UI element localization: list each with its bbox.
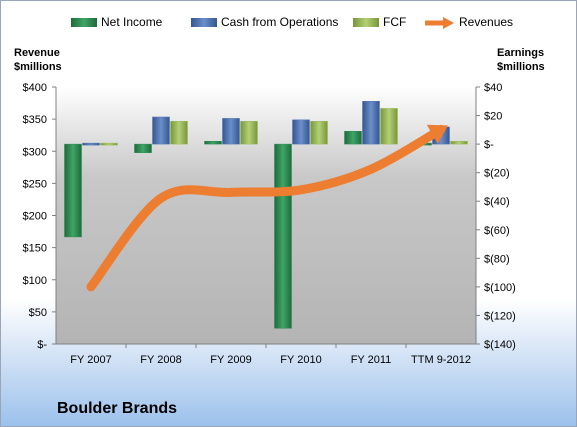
x-tick-label: FY 2011 [351,354,392,366]
left-tick-label: $150 [23,243,47,255]
chart-plot: $- $50 $100 $150 $200 $250 $300 $350 $400 $(140) $… [23,82,516,366]
plot-area [56,87,476,344]
right-axis-title: Earnings $millions [497,46,545,74]
legend-arrow-revenues-icon [423,16,454,29]
revenues-point [440,128,442,130]
fcf-bar [100,142,118,146]
cash-from-operations-bar [362,101,380,145]
net-income-bar [204,141,222,145]
x-tick-label: FY 2008 [140,354,181,366]
right-axis-title-line1: Earnings [497,47,545,59]
right-tick-label: $- [484,139,494,151]
legend-label-fcf: FCF [383,15,407,29]
left-tick-label: $400 [23,82,47,94]
fcf-bar [240,121,258,145]
fcf-bar [380,108,398,145]
legend-item-revenues: Revenues [423,15,514,29]
legend-label-cash-from-operations: Cash from Operations [221,15,339,29]
revenues-point [230,191,232,193]
right-axis-title-line2: $millions [497,61,545,73]
left-tick-label: $100 [23,275,47,287]
x-tick-label: FY 2010 [280,354,321,366]
legend-item-net-income: Net Income [71,15,162,29]
legend-swatch-cash-from-operations [191,18,217,28]
revenues-line [86,124,446,292]
cash-from-operations-bar [82,142,100,146]
x-tick-label: FY 2007 [70,354,111,366]
legend-swatch-fcf [353,18,379,28]
left-axis-title: Revenue $millions [14,46,62,74]
revenues-point [90,286,92,288]
revenues-arrowhead [426,124,448,144]
legend-label-revenues: Revenues [459,15,514,29]
legend-item-cash-from-operations: Cash from Operations [191,15,338,29]
left-tick-label: $- [37,339,47,351]
net-income-bar [134,143,152,153]
x-tick-label: FY 2009 [210,354,251,366]
left-axis-title-line2: $millions [14,61,62,73]
x-tick-label: TTM 9-2012 [411,354,471,366]
net-income-bar [344,131,362,145]
cash-from-operations-bar [292,119,310,145]
left-tick-label: $250 [23,178,47,190]
fcf-bar [450,141,468,145]
right-tick-label: $20 [484,111,502,123]
revenues-point [370,168,372,170]
right-tick-label: $40 [484,82,502,94]
cash-from-operations-bar [222,118,240,145]
net-income-bar [274,143,292,329]
revenues-point [160,197,162,199]
legend-swatch-net-income [71,18,97,28]
right-tick-label: $(60) [484,225,510,237]
legend-label-net-income: Net Income [101,15,163,29]
left-tick-label: $200 [23,211,47,223]
right-tick-label: $(40) [484,196,510,208]
company-name: Boulder Brands [57,400,178,417]
fcf-bar [170,121,188,145]
left-tick-label: $300 [23,146,47,158]
right-tick-label: $(20) [484,168,510,180]
right-tick-label: $(100) [484,282,516,294]
fcf-bar [310,121,328,145]
right-tick-label: $(120) [484,310,516,322]
left-tick-label: $350 [23,114,47,126]
right-tick-label: $(80) [484,253,510,265]
left-axis-title-line1: Revenue [14,47,60,59]
net-income-bar [64,143,82,238]
cash-from-operations-bar [152,116,170,145]
left-tick-label: $50 [29,307,47,319]
revenues-point [300,189,302,191]
legend-item-fcf: FCF [353,15,406,29]
right-tick-label: $(140) [484,339,516,351]
